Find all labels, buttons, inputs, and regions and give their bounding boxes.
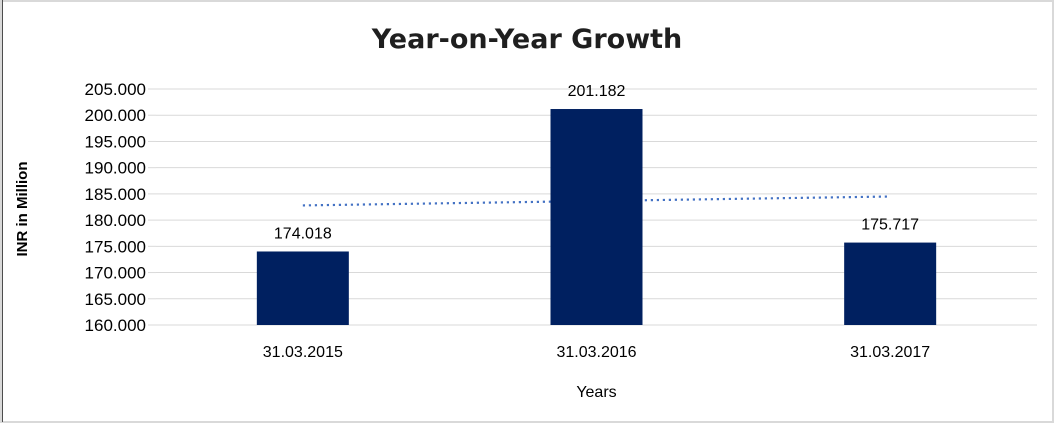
y-tick-label: 180.000 [85, 211, 146, 230]
chart-title: Year-on-Year Growth [371, 24, 683, 55]
trendline [302, 195, 891, 207]
bar-value-label: 174.018 [274, 225, 332, 242]
y-tick-label: 200.000 [85, 106, 146, 125]
x-tick-label: 31.03.2015 [263, 344, 343, 361]
y-tick-label: 160.000 [85, 316, 146, 335]
x-tick-label: 31.03.2017 [850, 344, 930, 361]
y-tick-label: 190.000 [85, 159, 146, 178]
y-tick-label: 195.000 [85, 132, 146, 151]
bar-value-label: 175.717 [861, 217, 919, 234]
y-tick-label: 175.000 [85, 237, 146, 256]
y-tick-label: 185.000 [85, 185, 146, 204]
y-tick-label: 170.000 [85, 264, 146, 283]
left-edge-line [2, 0, 3, 422]
y-tick-label: 165.000 [85, 290, 146, 309]
x-tick-label: 31.03.2016 [556, 344, 636, 361]
bar [550, 109, 643, 326]
y-tick-label: 205.000 [85, 80, 146, 99]
x-axis-title: Years [576, 384, 617, 401]
bar-value-label: 201.182 [568, 83, 626, 100]
bar [844, 242, 937, 325]
bar [256, 251, 349, 325]
